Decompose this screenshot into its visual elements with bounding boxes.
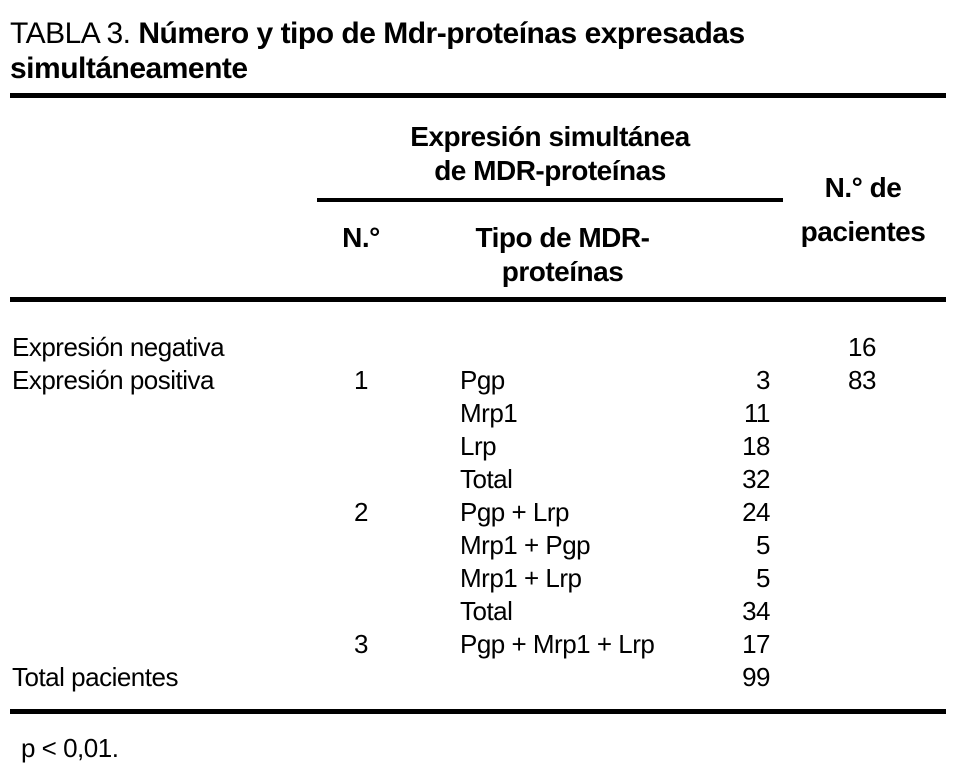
footnote: p < 0,01. <box>21 733 119 763</box>
table-row: 3 Pgp + Mrp1 + Lrp 17 <box>0 628 956 661</box>
header-col-pacientes: N.° de pacientes <box>793 166 933 254</box>
table-number-label: TABLA 3. <box>10 17 131 50</box>
table-row: Mrp1 11 <box>0 397 956 430</box>
cell-tipo: Mrp1 <box>460 398 518 428</box>
cell-tipo: Lrp <box>460 431 497 461</box>
cell-n: 1 <box>354 365 368 395</box>
cell-count: 17 <box>742 629 770 659</box>
cell-count: 3 <box>756 365 770 395</box>
header-col-tipo-line1: Tipo de MDR- <box>475 222 650 253</box>
cell-count: 5 <box>756 563 770 593</box>
table-row: Mrp1 + Lrp 5 <box>0 562 956 595</box>
header-col-pacientes-line1: N.° de <box>824 172 902 203</box>
cell-tipo: Mrp1 + Pgp <box>460 530 591 560</box>
table-row: 2 Pgp + Lrp 24 <box>0 496 956 529</box>
cell-tipo: Mrp1 + Lrp <box>460 563 582 593</box>
header-col-pacientes-line2: pacientes <box>800 216 926 247</box>
header-group-title-line1: Expresión simultánea <box>410 121 690 152</box>
header-col-tipo: Tipo de MDR- proteínas <box>455 221 670 289</box>
cell-tipo: Pgp <box>460 365 505 395</box>
cell-count: 99 <box>742 662 770 692</box>
cell-n: 2 <box>354 497 368 527</box>
cell-count: 34 <box>742 596 770 626</box>
cell-label: Expresión positiva <box>12 365 215 395</box>
cell-pacientes: 83 <box>848 365 876 395</box>
table-title: TABLA 3. Número y tipo de Mdr-proteínas … <box>10 16 840 86</box>
cell-tipo: Total <box>460 596 513 626</box>
group-span-rule <box>317 198 783 202</box>
header-bottom-rule <box>10 297 946 302</box>
cell-tipo: Pgp + Mrp1 + Lrp <box>460 629 655 659</box>
header-group-title: Expresión simultánea de MDR-proteínas <box>317 120 783 188</box>
cell-count: 32 <box>742 464 770 494</box>
table-body: Expresión negativa 16 Expresión positiva… <box>0 331 956 694</box>
header-col-n: N.° <box>342 222 380 253</box>
table-row: Expresión positiva 1 Pgp 3 83 <box>0 364 956 397</box>
header-group-title-line2: de MDR-proteínas <box>434 155 666 186</box>
cell-count: 11 <box>744 398 771 428</box>
table-row: Total 34 <box>0 595 956 628</box>
table-row: Mrp1 + Pgp 5 <box>0 529 956 562</box>
table-row: Total 32 <box>0 463 956 496</box>
table-title-text: Número y tipo de Mdr-proteínas expresada… <box>10 17 745 85</box>
cell-label: Expresión negativa <box>12 332 225 362</box>
table-row: Expresión negativa 16 <box>0 331 956 364</box>
cell-count: 18 <box>742 431 770 461</box>
cell-count: 5 <box>756 530 770 560</box>
cell-tipo: Total <box>460 464 513 494</box>
cell-n: 3 <box>354 629 368 659</box>
header-col-tipo-line2: proteínas <box>501 256 624 287</box>
table-row: Total pacientes 99 <box>0 661 956 694</box>
table-row: Lrp 18 <box>0 430 956 463</box>
bottom-rule <box>10 709 946 714</box>
top-rule <box>10 93 946 98</box>
cell-label: Total pacientes <box>12 662 178 692</box>
cell-pacientes: 16 <box>848 332 876 362</box>
cell-tipo: Pgp + Lrp <box>460 497 569 527</box>
cell-count: 24 <box>742 497 770 527</box>
